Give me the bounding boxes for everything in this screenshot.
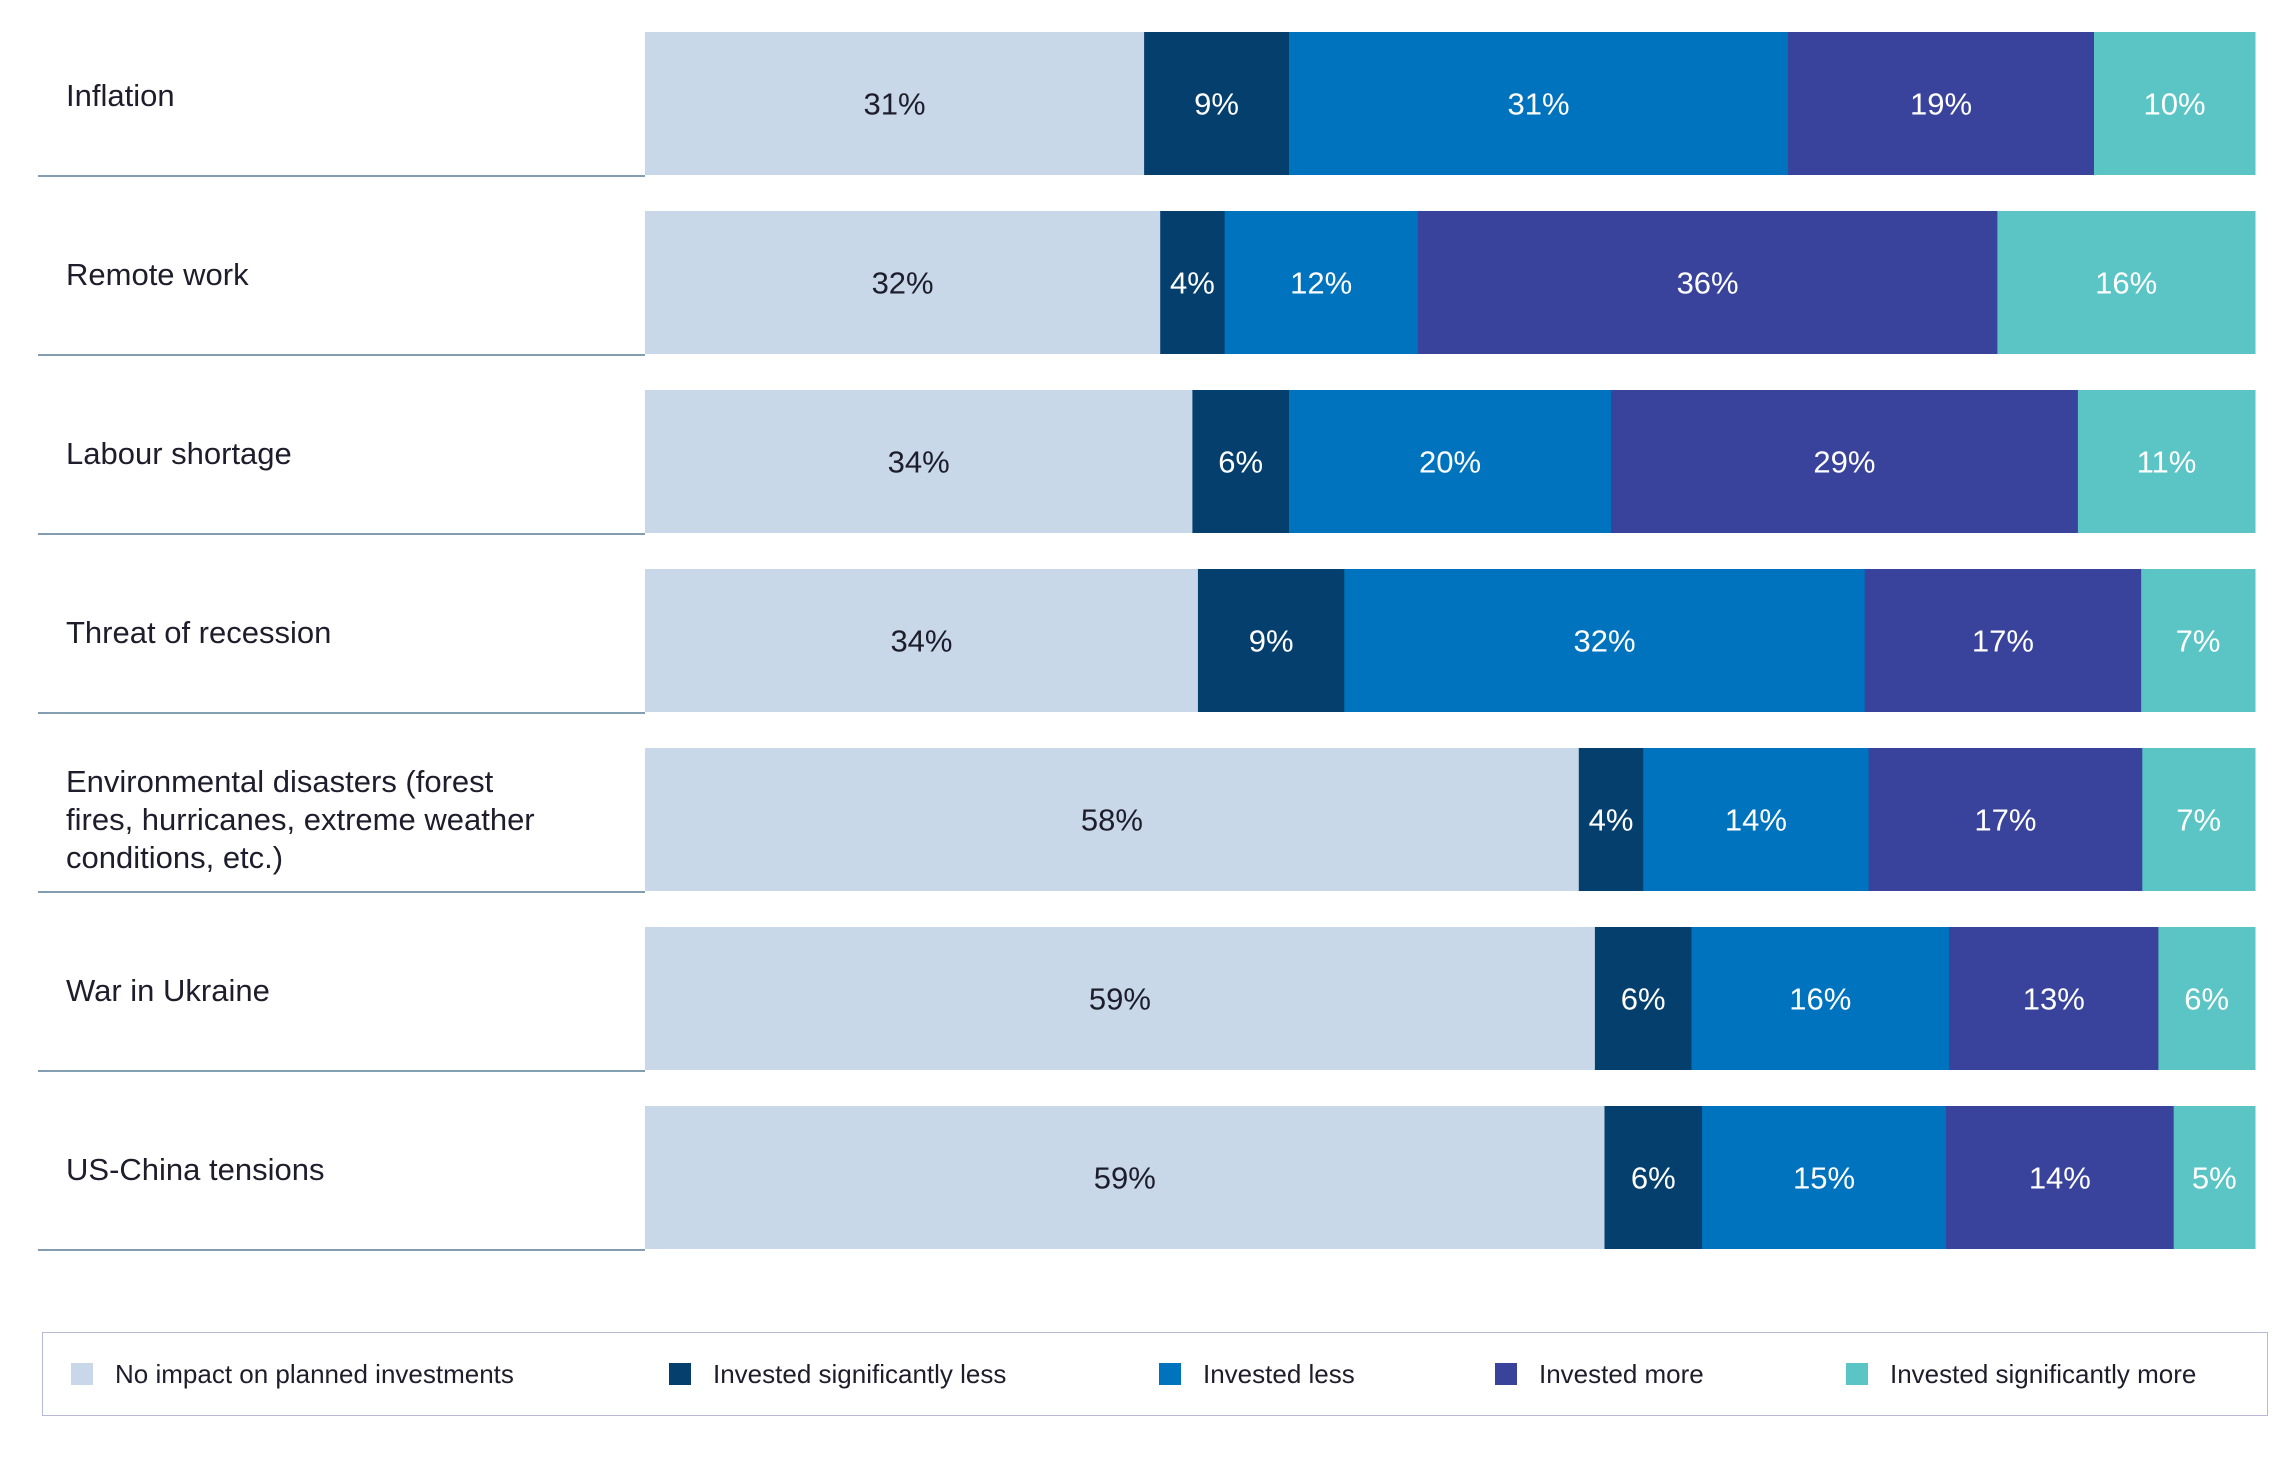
data-label: 59% <box>1089 982 1151 1017</box>
data-label: 31% <box>1508 87 1570 122</box>
bar-segment <box>1788 32 2095 175</box>
legend-label: Invested less <box>1203 1358 1355 1389</box>
data-label: 36% <box>1677 266 1739 301</box>
data-label: 7% <box>2176 803 2221 838</box>
bar-segment <box>1868 748 2143 891</box>
data-label: 59% <box>1094 1161 1156 1196</box>
legend-item-significantly-less: Invested significantly less <box>669 1333 1006 1415</box>
data-label: 9% <box>1194 87 1239 122</box>
bar-segment <box>645 390 1193 533</box>
data-label: 10% <box>2143 87 2205 122</box>
category-label-environmental-disasters: Environmental disasters (forest fires, h… <box>66 763 535 875</box>
bar-segment <box>1691 927 1950 1070</box>
bar-segment <box>1417 211 1998 354</box>
bar-segment <box>1344 569 1866 712</box>
data-label: 9% <box>1249 624 1294 659</box>
data-label: 34% <box>890 624 952 659</box>
bar-segment <box>1197 569 1345 712</box>
bar-segment <box>1604 1106 1703 1249</box>
data-label: 6% <box>1631 1161 1676 1196</box>
data-label: 32% <box>872 266 934 301</box>
bar-segment <box>1997 211 2256 354</box>
bar-segment <box>1289 32 1789 175</box>
data-label: 17% <box>1972 624 2034 659</box>
legend-swatch <box>1495 1363 1517 1385</box>
bar-segment <box>2077 390 2256 533</box>
bar-segment <box>1949 927 2159 1070</box>
data-label: 16% <box>1789 982 1851 1017</box>
legend-label: Invested more <box>1539 1358 1704 1389</box>
data-label: 6% <box>1218 445 1263 480</box>
bar-segment <box>1864 569 2142 712</box>
bar-segment <box>1578 748 1644 891</box>
bar-segment <box>645 927 1596 1070</box>
legend-item-less: Invested less <box>1159 1333 1355 1415</box>
bar-segment <box>2158 927 2256 1070</box>
legend-label: No impact on planned investments <box>115 1358 514 1389</box>
stacked-bar-chart: 31% 9% 31% 19% 10% 32% 4% 12% 36% 16% 34% 6% 20% 29% 1… <box>38 32 2256 1251</box>
data-label: 14% <box>1725 803 1787 838</box>
bar-segment <box>1160 211 1226 354</box>
category-label-war-in-ukraine: War in Ukraine <box>66 972 270 1008</box>
bar-segment <box>645 569 1199 712</box>
data-label: 6% <box>1621 982 1666 1017</box>
legend-item-no-impact: No impact on planned investments <box>71 1333 514 1415</box>
legend: No impact on planned investments Investe… <box>42 1332 2268 1416</box>
data-label: 19% <box>1910 87 1972 122</box>
legend-label: Invested significantly less <box>713 1358 1007 1389</box>
legend-swatch <box>71 1363 93 1385</box>
data-label: 7% <box>2176 624 2221 659</box>
legend-item-more: Invested more <box>1495 1333 1704 1415</box>
legend-swatch <box>1846 1363 1868 1385</box>
category-label-us-china-tensions: US-China tensions <box>66 1151 325 1187</box>
bar-segment <box>2094 32 2256 175</box>
data-label: 13% <box>2023 982 2085 1017</box>
data-label: 16% <box>2095 266 2157 301</box>
data-label: 29% <box>1813 445 1875 480</box>
data-label: 14% <box>2029 1161 2091 1196</box>
data-label: 12% <box>1290 266 1352 301</box>
bar-segment <box>2173 1106 2256 1249</box>
bar-segment <box>2142 748 2256 891</box>
category-label-threat-of-recession: Threat of recession <box>66 614 332 650</box>
data-label: 6% <box>2184 982 2229 1017</box>
data-label: 31% <box>864 87 926 122</box>
legend-label: Invested significantly more <box>1890 1358 2197 1389</box>
category-label-remote-work: Remote work <box>66 256 249 292</box>
legend-item-significantly-more: Invested significantly more <box>1846 1333 2196 1415</box>
data-label: 5% <box>2192 1161 2237 1196</box>
bar-segment <box>1289 390 1612 533</box>
data-label: 34% <box>888 445 950 480</box>
bar-segment <box>1611 390 2079 533</box>
bar-segment <box>1224 211 1419 354</box>
bar-segment <box>645 32 1145 175</box>
data-label: 32% <box>1573 624 1635 659</box>
bar-segment <box>1594 927 1692 1070</box>
bar-segment <box>1946 1106 2175 1249</box>
data-label: 4% <box>1589 803 1634 838</box>
bar-segment <box>1643 748 1870 891</box>
data-label: 11% <box>2137 445 2197 480</box>
bar-segment <box>645 748 1580 891</box>
data-label: 4% <box>1170 266 1215 301</box>
legend-swatch <box>1159 1363 1181 1385</box>
data-label: 17% <box>1974 803 2036 838</box>
data-label: 20% <box>1419 445 1481 480</box>
legend-swatch <box>669 1363 691 1385</box>
bar-segment <box>1192 390 1290 533</box>
category-label-inflation: Inflation <box>66 77 175 113</box>
bar-segment <box>645 1106 1605 1249</box>
bar-segment <box>2141 569 2256 712</box>
bar-segment <box>1144 32 1290 175</box>
category-label-labour-shortage: Labour shortage <box>66 435 292 471</box>
bar-segment <box>645 211 1161 354</box>
bar-segment <box>1702 1106 1947 1249</box>
data-label: 58% <box>1081 803 1143 838</box>
data-label: 15% <box>1793 1161 1855 1196</box>
